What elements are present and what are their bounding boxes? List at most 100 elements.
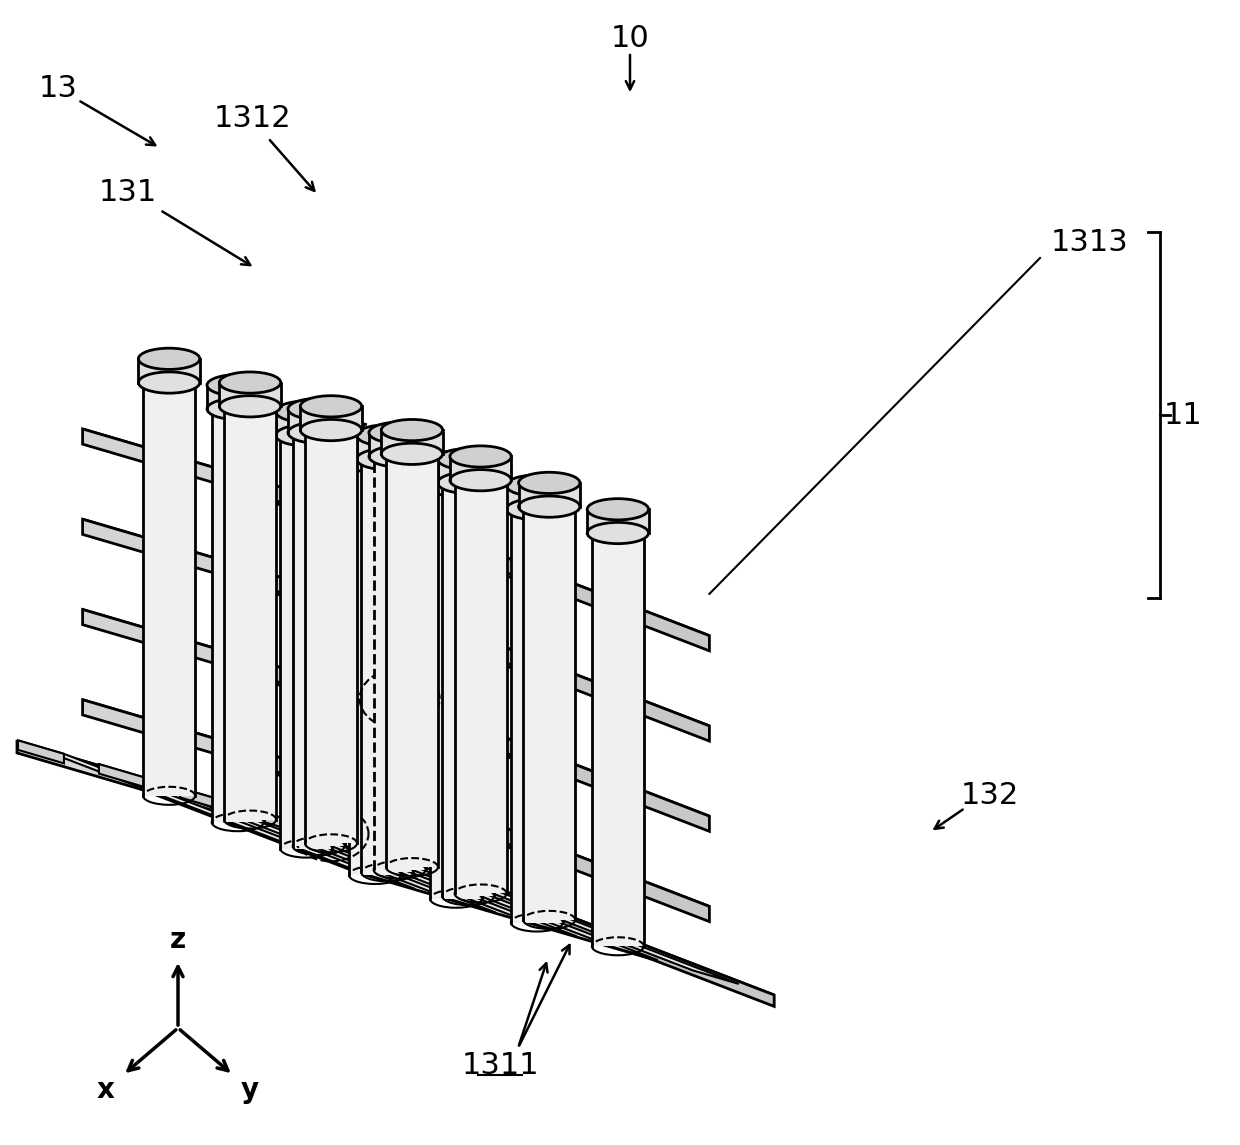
Ellipse shape [361,450,413,468]
Polygon shape [17,742,774,995]
Polygon shape [455,480,507,893]
Text: z: z [170,926,186,954]
Polygon shape [212,409,264,822]
Ellipse shape [506,499,568,520]
Ellipse shape [207,374,268,396]
Polygon shape [83,700,709,907]
Ellipse shape [588,499,649,520]
Polygon shape [357,435,418,459]
Polygon shape [260,812,658,961]
Polygon shape [275,411,337,435]
Polygon shape [219,382,280,406]
Polygon shape [17,741,64,764]
Ellipse shape [506,475,568,496]
Polygon shape [17,742,432,875]
Ellipse shape [280,426,332,444]
Ellipse shape [588,522,649,544]
Ellipse shape [207,398,268,419]
Polygon shape [518,483,580,506]
Polygon shape [83,429,460,555]
Polygon shape [180,788,226,811]
Polygon shape [342,836,388,859]
Polygon shape [373,457,425,870]
Text: 13: 13 [38,73,77,103]
Ellipse shape [438,449,498,469]
Polygon shape [506,485,568,510]
Ellipse shape [381,419,443,441]
Ellipse shape [518,472,580,493]
Polygon shape [288,409,350,433]
Polygon shape [460,539,709,650]
Polygon shape [443,483,495,897]
Text: 1312: 1312 [213,103,291,133]
Polygon shape [99,764,145,787]
Ellipse shape [370,423,430,443]
Ellipse shape [348,452,401,471]
Ellipse shape [300,396,362,417]
Ellipse shape [143,373,195,392]
Polygon shape [83,700,460,826]
Ellipse shape [381,443,443,465]
Text: 1311: 1311 [461,1050,539,1080]
Polygon shape [280,435,332,848]
Text: 132: 132 [961,781,1019,810]
Ellipse shape [370,445,430,467]
Polygon shape [450,457,511,480]
Ellipse shape [288,398,350,419]
Ellipse shape [305,421,357,439]
Ellipse shape [300,419,362,441]
Polygon shape [83,429,709,635]
Polygon shape [386,453,438,867]
Polygon shape [381,431,443,453]
Polygon shape [523,506,575,919]
Ellipse shape [288,423,350,443]
Polygon shape [224,406,277,820]
Text: y: y [241,1076,259,1104]
Polygon shape [588,510,649,534]
Polygon shape [361,459,413,872]
Polygon shape [260,812,306,835]
Ellipse shape [425,451,486,473]
Ellipse shape [275,425,337,445]
Ellipse shape [139,372,200,393]
Polygon shape [438,459,498,483]
Ellipse shape [591,524,644,542]
Polygon shape [511,510,563,923]
Polygon shape [370,433,430,457]
Polygon shape [305,431,357,844]
Polygon shape [143,382,195,796]
Ellipse shape [438,472,498,493]
Ellipse shape [511,500,563,519]
Polygon shape [207,385,268,409]
Ellipse shape [357,425,418,447]
Polygon shape [348,461,401,875]
Ellipse shape [219,372,280,393]
Polygon shape [300,406,362,431]
Polygon shape [17,741,415,889]
Ellipse shape [450,469,511,491]
Text: 10: 10 [610,24,650,53]
Ellipse shape [275,401,337,423]
Text: 131: 131 [99,177,157,206]
Polygon shape [425,461,486,485]
Polygon shape [460,720,709,831]
Polygon shape [460,811,709,922]
Ellipse shape [386,444,438,463]
Polygon shape [460,630,709,741]
Text: 1313: 1313 [1052,228,1128,256]
Polygon shape [432,863,774,1006]
Ellipse shape [373,448,425,466]
Ellipse shape [430,476,482,495]
Ellipse shape [357,449,418,469]
Polygon shape [83,519,460,645]
Polygon shape [99,764,496,913]
Polygon shape [139,358,200,382]
Ellipse shape [219,396,280,417]
Polygon shape [342,836,739,984]
Ellipse shape [455,472,507,489]
Polygon shape [180,788,577,937]
Ellipse shape [224,397,277,416]
Ellipse shape [293,424,345,442]
Polygon shape [293,433,345,846]
Polygon shape [345,439,405,461]
